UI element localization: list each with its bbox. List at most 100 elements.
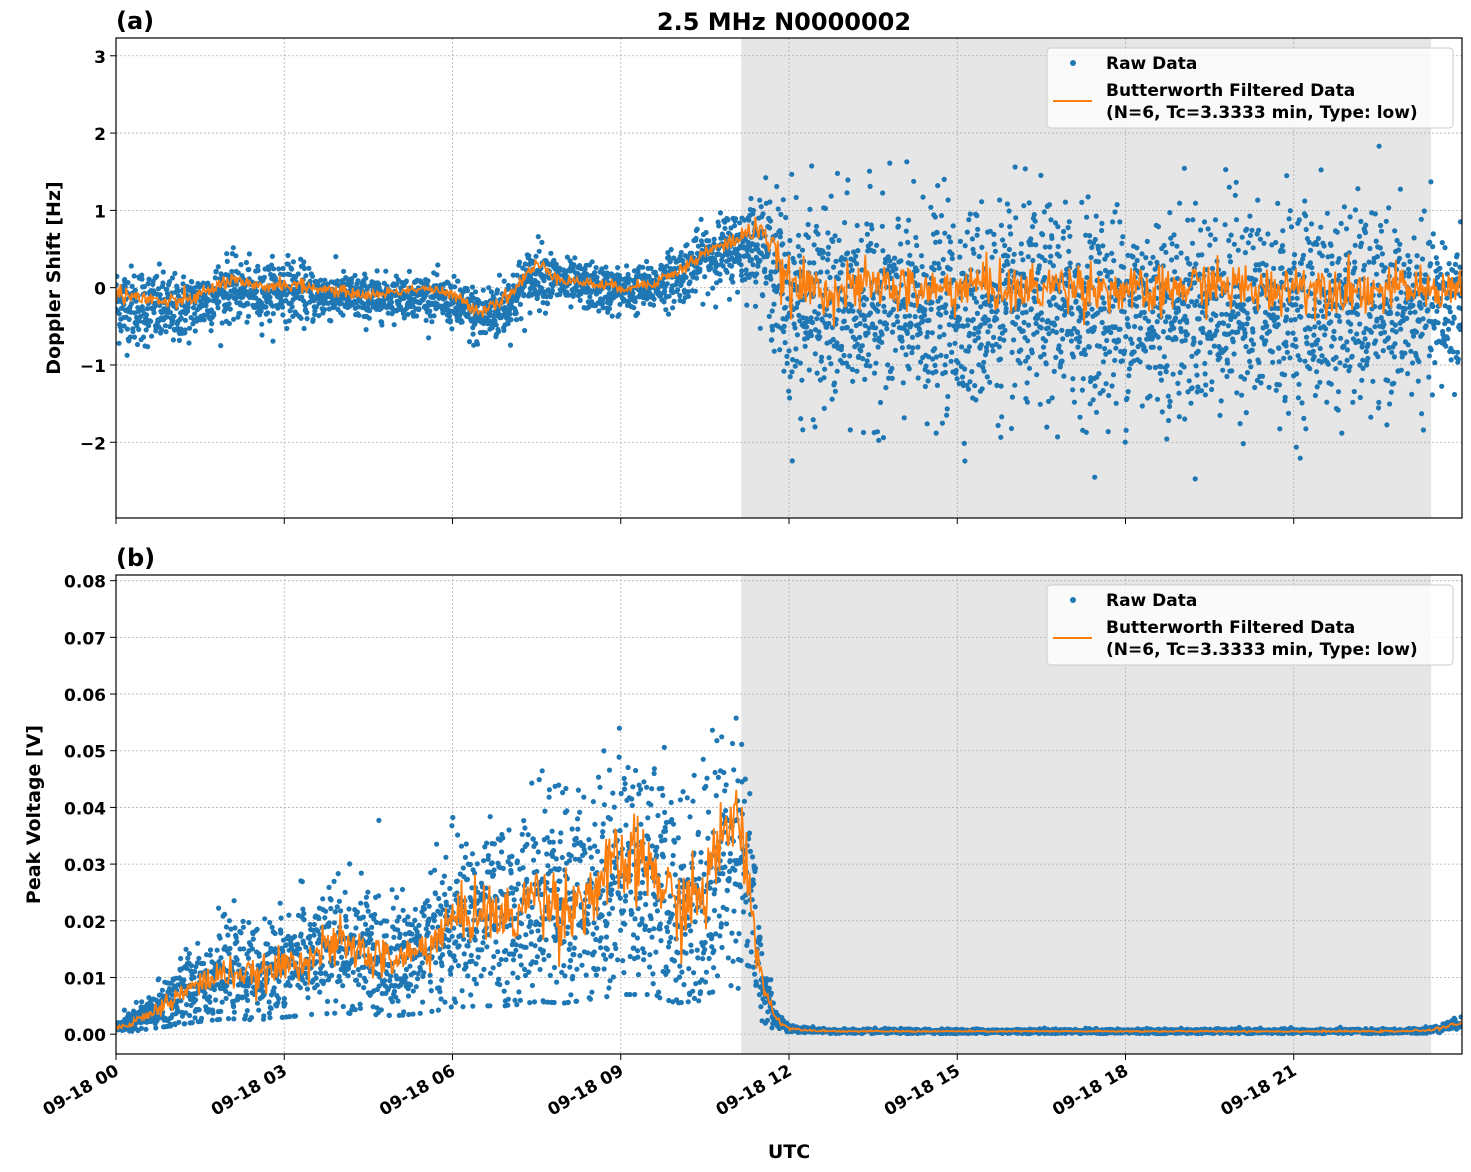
raw-data-point: [858, 348, 864, 354]
raw-data-point: [866, 168, 873, 174]
raw-data-point: [1212, 236, 1218, 242]
raw-data-point: [1280, 248, 1286, 254]
raw-data-point: [822, 205, 829, 212]
raw-data-point: [1405, 342, 1411, 348]
raw-data-point: [154, 273, 160, 279]
raw-data-point: [1143, 255, 1149, 261]
raw-data-point: [400, 310, 406, 317]
raw-data-point: [802, 343, 808, 349]
raw-data-point: [1393, 329, 1399, 335]
raw-data-point: [1103, 381, 1109, 387]
raw-data-point: [186, 951, 192, 957]
raw-data-point: [1310, 313, 1316, 319]
raw-data-point: [942, 230, 948, 236]
raw-data-point: [1139, 251, 1145, 257]
raw-data-point: [1150, 344, 1156, 350]
raw-data-point: [750, 262, 756, 268]
raw-data-point: [1442, 321, 1448, 327]
raw-data-point: [1051, 368, 1057, 374]
raw-data-point: [1258, 380, 1264, 386]
raw-data-point: [1248, 364, 1254, 370]
raw-data-point: [1376, 292, 1382, 298]
raw-data-point: [895, 319, 901, 325]
raw-data-point: [1176, 414, 1182, 420]
raw-data-point: [121, 323, 127, 329]
raw-data-point: [1018, 347, 1024, 353]
raw-data-point: [276, 266, 282, 272]
raw-data-point: [1091, 324, 1097, 330]
y-tick-label: 3: [94, 48, 106, 68]
raw-data-point: [1301, 415, 1307, 421]
raw-data-point: [1451, 391, 1458, 398]
raw-data-point: [749, 248, 755, 254]
raw-data-point: [145, 344, 151, 350]
raw-data-point: [1287, 208, 1293, 214]
raw-data-point: [168, 1023, 174, 1029]
raw-data-point: [1277, 426, 1283, 432]
raw-data-point: [160, 280, 166, 286]
raw-data-point: [1155, 224, 1161, 230]
raw-data-point: [1296, 381, 1302, 387]
raw-data-point: [1307, 260, 1313, 266]
raw-data-point: [1029, 241, 1035, 248]
y-tick-label: −2: [80, 434, 106, 454]
raw-data-point: [1104, 337, 1110, 344]
raw-data-point: [789, 171, 795, 177]
raw-data-point: [284, 325, 290, 332]
raw-data-point: [1194, 372, 1200, 378]
raw-data-point: [1324, 399, 1330, 405]
raw-data-point: [1012, 382, 1018, 388]
raw-data-point: [1129, 340, 1135, 346]
raw-data-point: [757, 258, 763, 264]
raw-data-point: [811, 260, 817, 266]
raw-data-point: [832, 233, 838, 239]
raw-data-point: [1061, 373, 1067, 379]
raw-data-point: [1028, 306, 1034, 312]
raw-data-point: [261, 274, 267, 280]
raw-data-point: [852, 336, 859, 342]
raw-data-point: [1137, 359, 1143, 365]
raw-data-point: [1092, 383, 1098, 389]
raw-data-point: [533, 253, 539, 259]
raw-data-point: [1090, 397, 1096, 403]
raw-data-point: [1256, 267, 1263, 273]
raw-data-point: [1402, 350, 1408, 356]
raw-data-point: [1363, 222, 1369, 228]
raw-data-point: [218, 343, 224, 349]
raw-data-point: [1014, 314, 1021, 320]
raw-data-point: [1399, 354, 1405, 360]
raw-data-point: [237, 310, 243, 316]
raw-data-point: [226, 918, 232, 924]
raw-data-point: [767, 225, 773, 231]
raw-data-point: [1273, 239, 1279, 246]
raw-data-point: [1056, 253, 1062, 259]
raw-data-point: [991, 241, 997, 247]
raw-data-point: [689, 250, 695, 256]
raw-data-point: [1119, 358, 1126, 364]
raw-data-point: [1221, 270, 1227, 276]
raw-data-point: [255, 267, 261, 274]
raw-data-point: [328, 318, 334, 324]
raw-data-point: [269, 253, 275, 259]
raw-data-point: [738, 262, 744, 268]
raw-data-point: [1361, 262, 1368, 268]
raw-data-point: [931, 267, 937, 273]
raw-data-point: [898, 258, 904, 264]
raw-data-point: [1224, 360, 1231, 366]
raw-data-point: [1053, 354, 1059, 360]
raw-data-point: [451, 273, 457, 279]
raw-data-point: [1101, 300, 1107, 306]
raw-data-point: [981, 368, 987, 374]
raw-data-point: [1409, 391, 1415, 397]
raw-data-point: [990, 348, 996, 354]
raw-data-point: [1208, 232, 1214, 238]
raw-data-point: [811, 242, 817, 248]
raw-data-point: [1391, 354, 1397, 360]
raw-data-point: [1293, 302, 1299, 308]
raw-data-point: [834, 170, 841, 176]
raw-data-point: [1362, 336, 1368, 342]
raw-data-point: [128, 309, 134, 315]
raw-data-point: [1231, 300, 1237, 306]
raw-data-point: [1291, 260, 1297, 266]
raw-data-point: [1200, 329, 1206, 335]
